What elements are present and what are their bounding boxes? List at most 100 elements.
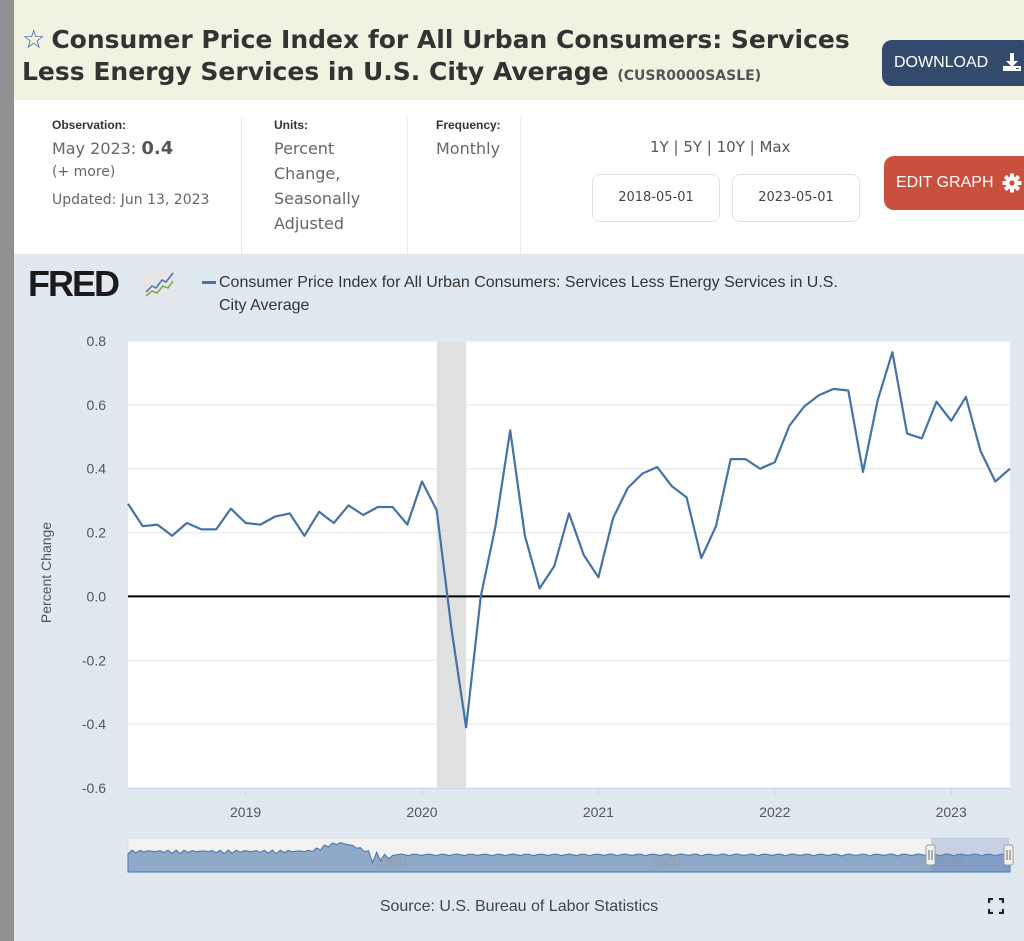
- range-5y[interactable]: 5Y: [683, 138, 703, 156]
- series-id: (CUSR0000SASLE): [617, 68, 762, 84]
- more-link[interactable]: (+ more): [52, 164, 116, 180]
- data-point[interactable]: [213, 526, 219, 532]
- data-point[interactable]: [860, 469, 866, 475]
- range-sep: |: [702, 138, 717, 156]
- fred-logo[interactable]: FRED: [28, 263, 120, 304]
- data-point[interactable]: [448, 625, 454, 631]
- navigator-handle[interactable]: [925, 844, 936, 866]
- edit-graph-button[interactable]: EDIT GRAPH: [884, 156, 1024, 210]
- data-point[interactable]: [728, 456, 734, 462]
- data-point[interactable]: [537, 585, 543, 591]
- data-point[interactable]: [698, 555, 704, 561]
- data-point[interactable]: [434, 507, 440, 513]
- data-point[interactable]: [625, 485, 631, 491]
- fullscreen-icon[interactable]: [988, 898, 1004, 914]
- navigator-handle[interactable]: [1003, 844, 1014, 866]
- star-outline-icon[interactable]: ☆: [22, 25, 46, 55]
- range-max[interactable]: Max: [759, 138, 791, 156]
- y-tick-label: -0.2: [82, 652, 106, 668]
- data-point[interactable]: [257, 522, 263, 528]
- data-point[interactable]: [845, 387, 851, 393]
- units-block: Units: Percent Change, Seasonally Adjust…: [274, 118, 360, 236]
- y-tick-label: 0.6: [87, 397, 107, 413]
- data-point[interactable]: [831, 386, 837, 392]
- data-point[interactable]: [404, 522, 410, 528]
- data-point[interactable]: [243, 520, 249, 526]
- data-point[interactable]: [684, 494, 690, 500]
- range-10y[interactable]: 10Y: [716, 138, 745, 156]
- data-point[interactable]: [419, 478, 425, 484]
- x-tick-label: 2023: [936, 804, 967, 820]
- data-point[interactable]: [125, 501, 131, 507]
- data-point[interactable]: [566, 510, 572, 516]
- data-point[interactable]: [316, 509, 322, 515]
- data-point[interactable]: [507, 427, 513, 433]
- end-date-input[interactable]: 2023-05-01: [732, 174, 860, 222]
- data-point[interactable]: [640, 471, 646, 477]
- data-point[interactable]: [184, 520, 190, 526]
- data-point[interactable]: [154, 522, 160, 528]
- range-1y[interactable]: 1Y: [650, 138, 669, 156]
- data-point[interactable]: [889, 349, 895, 355]
- data-point[interactable]: [713, 523, 719, 529]
- data-point[interactable]: [287, 510, 293, 516]
- download-button[interactable]: DOWNLOAD: [882, 40, 1024, 86]
- data-point[interactable]: [595, 574, 601, 580]
- data-point[interactable]: [478, 593, 484, 599]
- series-title: ☆ Consumer Price Index for All Urban Cons…: [22, 24, 882, 92]
- gear-icon: [1002, 173, 1022, 193]
- observation-label: Observation:: [52, 118, 127, 132]
- data-point[interactable]: [919, 435, 925, 441]
- title-text: Consumer Price Index for All Urban Consu…: [22, 25, 850, 86]
- data-point[interactable]: [875, 397, 881, 403]
- navigator-selection[interactable]: [931, 838, 1009, 872]
- data-point[interactable]: [669, 483, 675, 489]
- data-point[interactable]: [772, 459, 778, 465]
- units-line: Change,: [274, 164, 341, 183]
- data-point[interactable]: [375, 504, 381, 510]
- y-tick-label: 0.0: [87, 588, 107, 604]
- x-tick-label: 2022: [759, 804, 790, 820]
- data-point[interactable]: [346, 502, 352, 508]
- data-point[interactable]: [390, 504, 396, 510]
- recession-shading: [436, 341, 467, 788]
- data-point[interactable]: [169, 533, 175, 539]
- y-axis-label: Percent Change: [38, 522, 54, 623]
- data-point[interactable]: [301, 533, 307, 539]
- data-point[interactable]: [904, 431, 910, 437]
- data-point[interactable]: [992, 478, 998, 484]
- navigator-label: 2020: [934, 854, 963, 869]
- chart: 0.8 0.6 0.4 0.2 0.0 -0.2 -0.4 -0.6 2019 2020 2021 2…: [38, 333, 1014, 873]
- data-point[interactable]: [757, 466, 763, 472]
- data-point[interactable]: [493, 523, 499, 529]
- start-date-input[interactable]: 2018-05-01: [592, 174, 720, 222]
- legend-label[interactable]: Consumer Price Index for All Urban Consu…: [219, 274, 838, 314]
- data-point[interactable]: [742, 456, 748, 462]
- data-point[interactable]: [140, 523, 146, 529]
- data-point[interactable]: [581, 552, 587, 558]
- data-point[interactable]: [1007, 466, 1013, 472]
- series-line[interactable]: [127, 351, 1011, 729]
- data-point[interactable]: [978, 448, 984, 454]
- data-point[interactable]: [963, 394, 969, 400]
- data-point[interactable]: [948, 418, 954, 424]
- data-point[interactable]: [654, 464, 660, 470]
- data-point[interactable]: [551, 563, 557, 569]
- data-point[interactable]: [463, 724, 469, 730]
- data-point[interactable]: [331, 520, 337, 526]
- range-sep: |: [744, 138, 760, 156]
- data-point[interactable]: [816, 392, 822, 398]
- data-point[interactable]: [801, 403, 807, 409]
- legend-swatch: [202, 281, 216, 284]
- data-point[interactable]: [522, 533, 528, 539]
- navigator-label: 2000: [652, 854, 681, 869]
- data-point[interactable]: [199, 526, 205, 532]
- data-point[interactable]: [787, 423, 793, 429]
- data-point[interactable]: [228, 506, 234, 512]
- data-point[interactable]: [272, 514, 278, 520]
- units-label: Units:: [274, 118, 308, 132]
- data-point[interactable]: [934, 399, 940, 405]
- observation-value: 0.4: [141, 138, 174, 159]
- data-point[interactable]: [360, 512, 366, 518]
- data-point[interactable]: [610, 515, 616, 521]
